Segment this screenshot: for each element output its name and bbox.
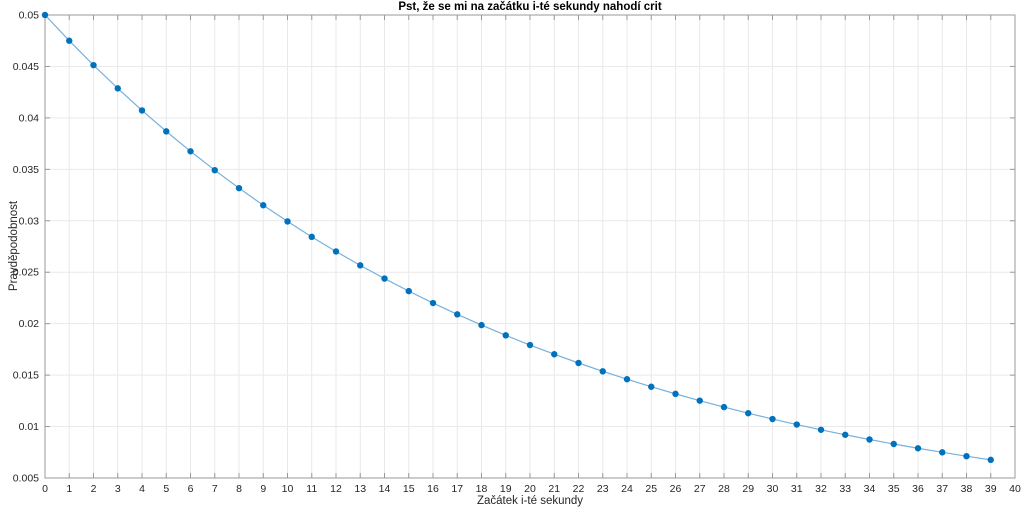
x-tick-label: 7 <box>212 483 218 495</box>
x-tick-label: 16 <box>427 483 439 495</box>
data-point <box>648 383 655 390</box>
data-point <box>817 426 825 433</box>
x-tick-label: 22 <box>573 483 585 495</box>
x-tick-label: 2 <box>91 483 97 495</box>
data-point <box>890 440 897 448</box>
y-tick-label: 0.05 <box>19 10 40 22</box>
x-tick-label: 36 <box>912 483 924 495</box>
x-tick-label: 18 <box>476 483 488 495</box>
x-tick-label: 31 <box>791 483 803 495</box>
y-tick-label: 0.005 <box>13 473 39 485</box>
data-point <box>623 376 631 383</box>
x-tick-label: 19 <box>500 483 512 495</box>
x-tick-label: 27 <box>694 483 706 495</box>
data-point <box>41 11 49 19</box>
data-point <box>502 332 509 339</box>
x-tick-label: 40 <box>1009 483 1021 495</box>
x-axis-label: Začátek i-té sekundy <box>476 495 584 507</box>
data-point <box>575 359 582 367</box>
data-point <box>381 275 388 282</box>
data-point <box>260 202 267 209</box>
data-point <box>454 311 461 318</box>
x-tick-label: 10 <box>282 483 294 495</box>
x-tick-label: 1 <box>66 483 72 495</box>
data-point <box>163 128 170 135</box>
y-tick-label: 0.015 <box>13 370 39 382</box>
x-tick-label: 35 <box>888 483 900 495</box>
x-tick-label: 24 <box>621 483 633 495</box>
y-tick-label: 0.035 <box>13 164 39 176</box>
data-point <box>939 449 946 456</box>
x-tick-label: 6 <box>188 483 194 495</box>
x-tick-label: 39 <box>985 483 997 495</box>
x-tick-label: 17 <box>451 483 463 495</box>
data-point <box>357 262 364 269</box>
data-point <box>235 184 243 192</box>
data-point <box>866 436 873 443</box>
data-point <box>114 85 121 92</box>
x-tick-label: 5 <box>163 483 169 495</box>
data-point <box>551 351 558 358</box>
x-tick-label: 9 <box>260 483 266 495</box>
x-tick-label: 30 <box>767 483 779 495</box>
data-point <box>963 452 970 460</box>
y-axis-label: Pravděpodobnost <box>8 200 20 292</box>
y-tick-label: 0.025 <box>13 267 39 279</box>
data-point <box>987 456 994 464</box>
y-tick-label: 0.045 <box>13 61 39 73</box>
x-tick-label: 21 <box>548 483 560 495</box>
x-tick-label: 20 <box>524 483 536 495</box>
data-point <box>769 415 776 423</box>
data-point <box>478 321 485 329</box>
x-tick-label: 26 <box>670 483 682 495</box>
data-point <box>672 390 679 398</box>
data-point <box>793 421 800 428</box>
data-point <box>138 107 146 114</box>
x-tick-label: 34 <box>864 483 876 495</box>
data-point <box>284 218 291 225</box>
data-point <box>211 166 218 174</box>
data-point <box>720 403 728 411</box>
data-point <box>332 248 340 255</box>
x-tick-label: 37 <box>936 483 948 495</box>
data-point <box>308 233 315 241</box>
x-tick-label: 14 <box>379 483 391 495</box>
x-tick-label: 33 <box>839 483 851 495</box>
x-tick-label: 23 <box>597 483 609 495</box>
data-point <box>696 397 703 404</box>
data-point <box>599 368 606 375</box>
x-tick-label: 13 <box>354 483 366 495</box>
data-point <box>914 445 922 452</box>
data-point <box>187 148 194 155</box>
x-tick-label: 8 <box>236 483 242 495</box>
y-tick-label: 0.04 <box>19 112 40 124</box>
y-tick-label: 0.01 <box>19 421 40 433</box>
x-tick-label: 15 <box>403 483 415 495</box>
y-tick-label: 0.03 <box>19 215 40 227</box>
x-tick-label: 11 <box>306 483 317 495</box>
x-tick-label: 12 <box>330 483 342 495</box>
x-tick-label: 4 <box>139 483 145 495</box>
x-tick-label: 25 <box>645 483 657 495</box>
data-point <box>745 410 752 417</box>
data-point <box>90 61 97 69</box>
y-tick-label: 0.02 <box>19 318 40 330</box>
x-tick-label: 32 <box>815 483 827 495</box>
x-tick-label: 28 <box>718 483 730 495</box>
chart-title: Pst, že se mi na začátku i-té sekundy na… <box>398 1 662 13</box>
x-tick-label: 29 <box>742 483 754 495</box>
data-point <box>429 299 437 307</box>
x-tick-label: 38 <box>961 483 973 495</box>
data-point <box>405 287 412 295</box>
data-point <box>66 37 73 44</box>
x-tick-label: 3 <box>115 483 121 495</box>
x-tick-label: 0 <box>42 483 48 495</box>
series-line <box>44 14 991 461</box>
data-point <box>526 341 534 349</box>
data-point <box>842 431 849 438</box>
